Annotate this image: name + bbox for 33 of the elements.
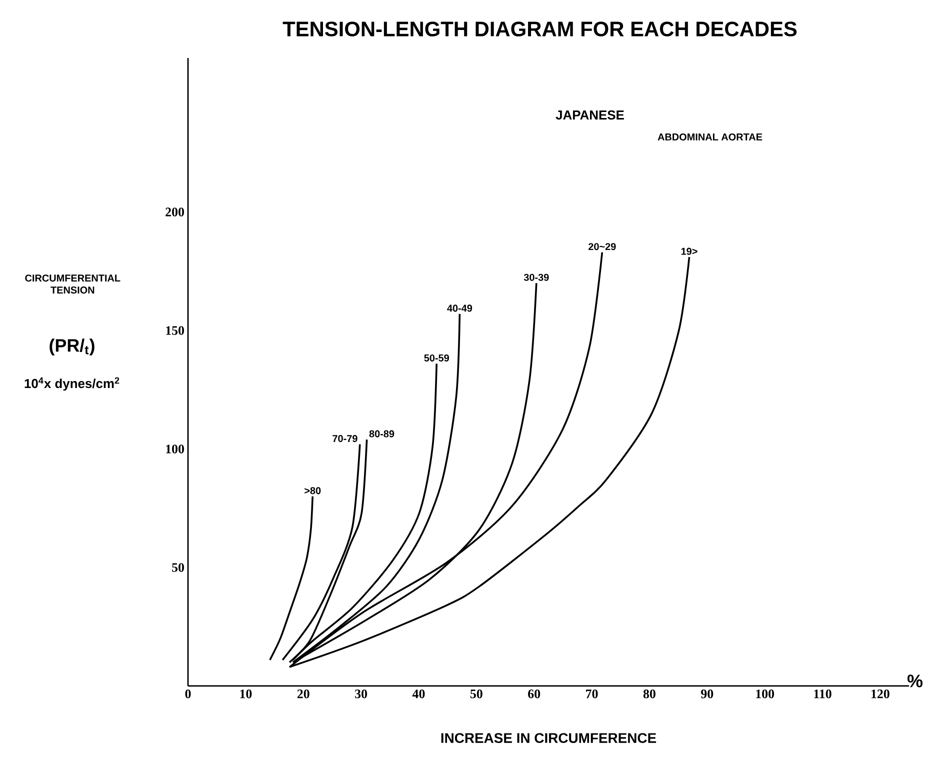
y-axis-title: CIRCUMFERENTIAL TENSION — [25, 274, 120, 294]
x-tick-label: 10 — [240, 690, 252, 698]
x-tick-label: 0 — [185, 690, 191, 698]
annotation: % — [907, 674, 922, 688]
x-tick-label: 40 — [412, 690, 425, 698]
chart-title: TENSION-LENGTH DIAGRAM FOR EACH DECADES — [282, 22, 797, 36]
x-tick-label: 80 — [643, 690, 656, 698]
series-label: >80 — [304, 487, 321, 494]
x-tick-label: 50 — [470, 690, 482, 698]
series-label: 20~29 — [588, 243, 616, 250]
series-label: 19> — [681, 248, 698, 255]
x-tick-label: 30 — [355, 690, 368, 698]
y-tick-label: 150 — [166, 326, 184, 335]
x-tick-label: 90 — [701, 690, 714, 698]
x-tick-label: 120 — [871, 690, 890, 698]
series-label: 40-49 — [447, 304, 472, 312]
x-tick-label: 70 — [586, 690, 598, 698]
series-label: 30-39 — [524, 274, 549, 281]
x-axis-title: INCREASE IN CIRCUMFERENCE — [441, 733, 656, 743]
series-label: 50-59 — [424, 354, 449, 362]
series-label: 80-89 — [369, 430, 394, 438]
x-tick-label: 100 — [756, 690, 774, 698]
x-tick-label: 20 — [297, 690, 310, 698]
y-tick-label: 50 — [172, 563, 184, 572]
text: 10$^{4}$x dynes/cm$^{2}$ — [24, 377, 120, 391]
y-tick-label: 100 — [166, 444, 184, 454]
series-label: 70-79 — [332, 435, 358, 442]
annotation: ABDOMINAL AORTAE — [658, 133, 762, 141]
x-tick-label: 110 — [814, 690, 832, 698]
x-tick-label: 60 — [528, 690, 540, 698]
text: (PR/$_{t}$) — [50, 338, 94, 356]
y-tick-label: 200 — [166, 208, 184, 216]
annotation: JAPANESE — [556, 110, 624, 120]
